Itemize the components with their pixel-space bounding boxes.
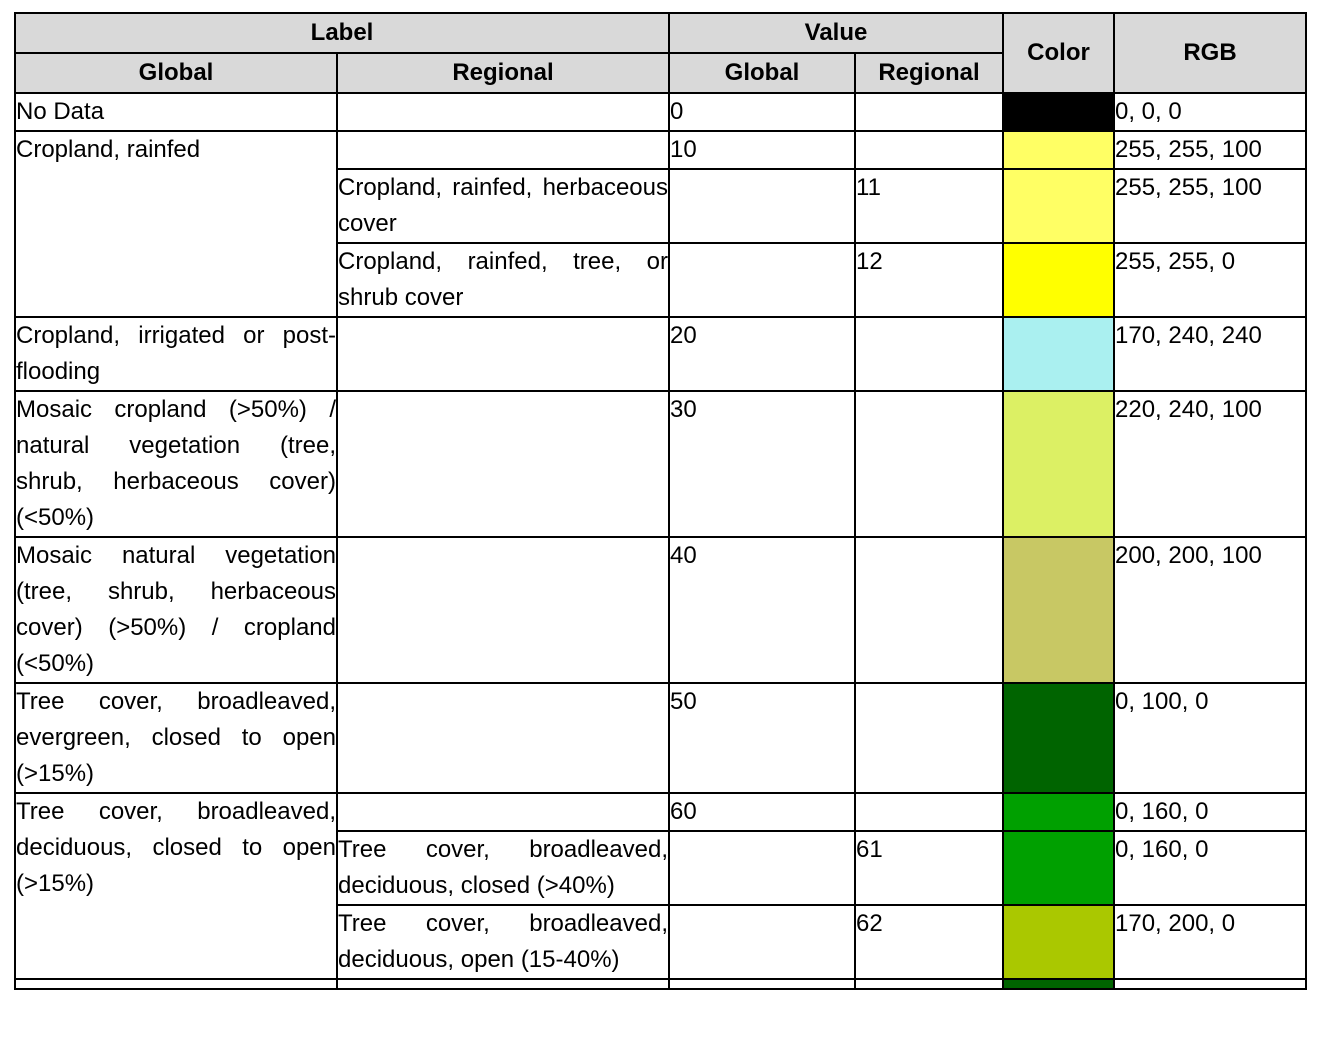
regional-label-cell xyxy=(336,92,670,132)
global-value-cell xyxy=(668,168,856,244)
rgb-cell: 200, 200, 100 xyxy=(1113,536,1307,684)
header-rgb: RGB xyxy=(1113,12,1307,94)
header-value: Value xyxy=(668,12,1004,54)
land-cover-legend-table: Label Value Color RGB Global Regional Gl… xyxy=(14,12,1307,990)
color-swatch xyxy=(1002,130,1115,170)
regional-value-cell xyxy=(854,92,1004,132)
table-row-partial xyxy=(14,978,1307,990)
table-row-62: Tree cover, broadleaved, deciduous, open… xyxy=(15,904,1307,980)
regional-label-cell xyxy=(336,978,670,990)
table-row-50: Tree cover, broadleaved, evergreen, clos… xyxy=(14,682,1307,794)
color-swatch xyxy=(1002,390,1115,538)
global-value-cell xyxy=(668,830,856,906)
rgb-cell: 0, 160, 0 xyxy=(1113,792,1307,832)
header-color: Color xyxy=(1002,12,1115,94)
regional-value-cell: 62 xyxy=(854,904,1004,980)
global-label-cell: Tree cover, broadleaved, deciduous, clos… xyxy=(14,792,338,980)
rgb-cell: 0, 0, 0 xyxy=(1113,92,1307,132)
global-label-cell: Tree cover, broadleaved, evergreen, clos… xyxy=(14,682,338,794)
rgb-cell: 255, 255, 0 xyxy=(1113,242,1307,318)
rgb-cell: 170, 240, 240 xyxy=(1113,316,1307,392)
global-value-cell: 20 xyxy=(668,316,856,392)
global-label-cell xyxy=(14,978,338,990)
regional-label-cell xyxy=(336,390,670,538)
table-row-40: Mosaic natural vegetation (tree, shrub, … xyxy=(14,536,1307,684)
regional-value-cell xyxy=(854,316,1004,392)
rgb-cell: 0, 160, 0 xyxy=(1113,830,1307,906)
color-swatch xyxy=(1002,978,1115,990)
global-value-cell: 0 xyxy=(668,92,856,132)
global-label-cell: Mosaic natural vegetation (tree, shrub, … xyxy=(14,536,338,684)
global-value-cell: 60 xyxy=(668,792,856,832)
color-swatch xyxy=(1002,92,1115,132)
regional-label-cell: Tree cover, broadleaved, deciduous, clos… xyxy=(336,830,670,906)
regional-label-cell xyxy=(336,682,670,794)
global-label-cell: Cropland, irrigated or post-flooding xyxy=(14,316,338,392)
rgb-cell: 170, 200, 0 xyxy=(1113,904,1307,980)
regional-value-cell xyxy=(854,792,1004,832)
table-row-no-data: No Data 0 0, 0, 0 xyxy=(14,92,1307,132)
global-value-cell: 10 xyxy=(668,130,856,170)
regional-value-cell: 11 xyxy=(854,168,1004,244)
color-swatch xyxy=(1002,168,1115,244)
header-label: Label xyxy=(14,12,670,54)
table-row-20: Cropland, irrigated or post-flooding 20 … xyxy=(14,316,1307,392)
global-value-cell: 30 xyxy=(668,390,856,538)
global-value-cell: 50 xyxy=(668,682,856,794)
regional-value-cell xyxy=(854,390,1004,538)
regional-label-cell: Tree cover, broadleaved, deciduous, open… xyxy=(336,904,670,980)
global-label-cell: Cropland, rainfed xyxy=(14,130,338,318)
rgb-cell xyxy=(1113,978,1307,990)
global-value-cell xyxy=(668,242,856,318)
regional-label-cell: Cropland, rainfed, tree, or shrub cover xyxy=(336,242,670,318)
regional-value-cell: 12 xyxy=(854,242,1004,318)
header-label-regional: Regional xyxy=(336,52,670,94)
regional-value-cell xyxy=(854,682,1004,794)
color-swatch xyxy=(1002,904,1115,980)
color-swatch xyxy=(1002,536,1115,684)
regional-label-cell xyxy=(336,316,670,392)
color-swatch xyxy=(1002,682,1115,794)
global-value-cell xyxy=(668,904,856,980)
regional-label-cell xyxy=(336,536,670,684)
color-swatch xyxy=(1002,316,1115,392)
rgb-cell: 255, 255, 100 xyxy=(1113,130,1307,170)
regional-value-cell xyxy=(854,978,1004,990)
regional-label-cell xyxy=(336,792,670,832)
header-value-global: Global xyxy=(668,52,856,94)
color-swatch xyxy=(1002,242,1115,318)
rgb-cell: 255, 255, 100 xyxy=(1113,168,1307,244)
color-swatch xyxy=(1002,830,1115,906)
global-value-cell: 40 xyxy=(668,536,856,684)
regional-label-cell xyxy=(336,130,670,170)
table-row-60: Tree cover, broadleaved, deciduous, clos… xyxy=(14,792,1307,980)
rgb-cell: 0, 100, 0 xyxy=(1113,682,1307,794)
global-label-cell: No Data xyxy=(14,92,338,132)
table-row-11: Cropland, rainfed, herbaceous cover 11 2… xyxy=(15,168,1307,244)
rgb-cell: 220, 240, 100 xyxy=(1113,390,1307,538)
color-swatch xyxy=(1002,792,1115,832)
regional-value-cell xyxy=(854,536,1004,684)
regional-value-cell xyxy=(854,130,1004,170)
table-row-12: Cropland, rainfed, tree, or shrub cover … xyxy=(15,242,1307,318)
header-label-global: Global xyxy=(14,52,338,94)
regional-value-cell: 61 xyxy=(854,830,1004,906)
table-row-61: Tree cover, broadleaved, deciduous, clos… xyxy=(15,830,1307,906)
table-row-30: Mosaic cropland (>50%) / natural vegetat… xyxy=(14,390,1307,538)
global-label-cell: Mosaic cropland (>50%) / natural vegetat… xyxy=(14,390,338,538)
regional-label-cell: Cropland, rainfed, herbaceous cover xyxy=(336,168,670,244)
header-value-regional: Regional xyxy=(854,52,1004,94)
global-value-cell xyxy=(668,978,856,990)
table-row-10: Cropland, rainfed 10 255, 255, 100 xyxy=(14,130,1307,318)
